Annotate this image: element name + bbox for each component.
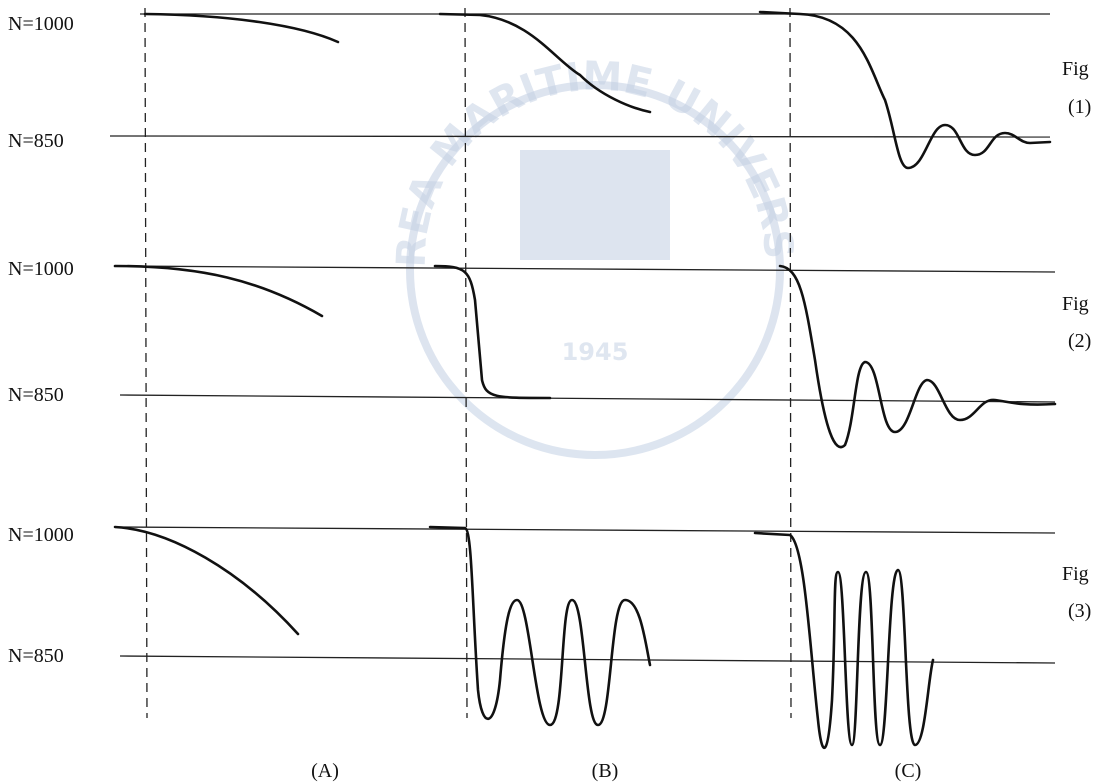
watermark-year: 1945	[562, 338, 629, 366]
response-curve	[780, 266, 1055, 447]
fig-label: Fig	[1062, 58, 1089, 80]
response-curve	[115, 527, 298, 634]
speed-label: N=850	[8, 130, 64, 152]
fig-number: (3)	[1068, 600, 1091, 622]
fig-number: (2)	[1068, 330, 1091, 352]
watermark: KOREA MARITIME UNIVERSITY 1945	[0, 0, 801, 455]
response-curve	[145, 14, 338, 42]
speed-label: N=1000	[8, 13, 74, 35]
response-curve	[760, 12, 1050, 168]
fig-number: (1)	[1068, 96, 1091, 118]
column-label: (C)	[895, 760, 922, 782]
watermark-emblem	[520, 150, 670, 260]
baseline	[115, 266, 1055, 272]
baseline	[120, 656, 1055, 663]
dashed-guide	[790, 8, 791, 718]
column-label: (A)	[311, 760, 339, 782]
baseline	[115, 527, 1055, 533]
fig-label: Fig	[1062, 293, 1089, 315]
figure: KOREA MARITIME UNIVERSITY 1945 N=1000 N=…	[0, 0, 1101, 783]
response-curve	[755, 533, 933, 748]
baseline	[110, 136, 1050, 137]
response-curve	[435, 266, 550, 398]
speed-label: N=850	[8, 645, 64, 667]
speed-label: N=1000	[8, 258, 74, 280]
watermark-arc-text: KOREA MARITIME UNIVERSITY	[0, 0, 801, 268]
speed-label: N=850	[8, 384, 64, 406]
fig-label: Fig	[1062, 563, 1089, 585]
dashed-guide	[145, 8, 147, 718]
response-curve	[430, 527, 650, 725]
speed-label: N=1000	[8, 524, 74, 546]
column-label: (B)	[592, 760, 619, 782]
